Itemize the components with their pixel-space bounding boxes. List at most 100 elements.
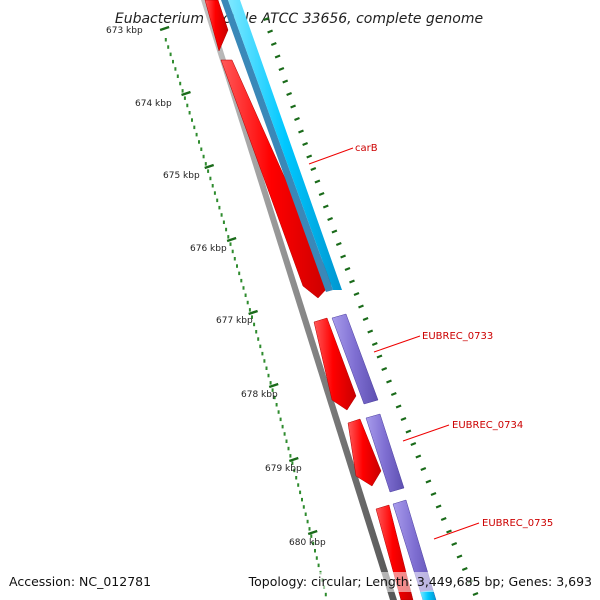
- outer-track-marker: [405, 429, 412, 434]
- ruler-minor-tick: [225, 227, 228, 232]
- gene-labels: carB EUBREC_0733 EUBREC_0734 EUBREC_0735: [355, 143, 553, 529]
- ruler-minor-tick: [271, 388, 274, 392]
- footer-backdrop: [255, 572, 595, 592]
- tick-label-674-kbp: 674 kbp: [135, 99, 172, 109]
- cds-block-eubrec-0733: [331, 313, 379, 405]
- ruler-minor-tick: [218, 205, 221, 210]
- gene-label-eubrec-0735: EUBREC_0735: [482, 518, 553, 529]
- ruler-minor-tick: [299, 490, 302, 495]
- ruler-minor-tick: [200, 147, 203, 151]
- gene-label-leaders: [308, 147, 480, 540]
- leader-line-eubrec-0734: [402, 424, 450, 442]
- outer-track-marker: [282, 79, 289, 84]
- ruler-minor-tick: [265, 366, 268, 370]
- cds-arrow-eubrec-0733-forward: [313, 317, 357, 411]
- outer-track-marker: [362, 316, 369, 322]
- ruler-minor-tick: [291, 461, 294, 465]
- outer-track-marker: [381, 366, 388, 372]
- tick-label-678-kbp: 678 kbp: [241, 390, 278, 400]
- ruler-major-tick: [248, 309, 258, 316]
- gene-label-eubrec-0733: EUBREC_0733: [422, 331, 493, 342]
- ruler-minor-tick: [209, 176, 212, 181]
- outer-track-marker: [386, 379, 392, 384]
- ruler-minor-tick: [275, 403, 278, 407]
- ruler-minor-tick: [285, 439, 288, 443]
- gene-label-carb: carB: [355, 143, 378, 154]
- ruler-minor-tick: [269, 381, 272, 385]
- ruler-minor-tick: [267, 373, 270, 378]
- cds-block-carb-cyan: [228, 0, 342, 290]
- ruler-major-tick: [288, 456, 299, 463]
- ruler-minor-tick: [211, 184, 214, 188]
- ruler-major-tick: [159, 25, 170, 32]
- outer-track-marker: [327, 216, 334, 222]
- outer-track-marker: [390, 391, 397, 397]
- accession-text: Accession: NC_012781: [9, 574, 151, 589]
- ruler-minor-tick: [246, 300, 249, 305]
- outer-track-marker: [420, 466, 427, 472]
- ruler-minor-tick: [301, 497, 303, 502]
- outer-track-marker: [298, 129, 304, 134]
- ruler-minor-tick: [273, 395, 276, 400]
- genome-backbone: [201, 0, 397, 600]
- ruler-minor-tick: [255, 330, 258, 334]
- ruler-minor-tick: [253, 322, 256, 327]
- cds-arrow-carb-tail: [220, 59, 333, 299]
- ruler-minor-tick: [289, 454, 292, 458]
- ruler-major-tick: [181, 90, 191, 97]
- ruler-minor-tick: [317, 563, 320, 568]
- outer-track-marker: [456, 554, 463, 559]
- outer-track-marker: [358, 304, 364, 309]
- tick-label-677-kbp: 677 kbp: [216, 316, 253, 326]
- ruler-minor-tick: [251, 315, 253, 319]
- outer-track-marker: [294, 116, 300, 122]
- leader-line-carb: [308, 147, 354, 165]
- leader-line-eubrec-0733: [373, 335, 421, 353]
- ruler-minor-tick: [169, 52, 172, 57]
- outer-track-marker: [270, 41, 277, 47]
- ruler-minor-tick: [229, 242, 232, 246]
- ruler-minor-tick: [193, 125, 196, 130]
- tick-label-676-kbp: 676 kbp: [190, 244, 227, 254]
- ruler-minor-tick: [261, 351, 264, 356]
- ruler-minor-tick: [283, 432, 286, 436]
- ruler-labels: 673 kbp 674 kbp 675 kbp 676 kbp 677 kbp …: [106, 26, 326, 548]
- outer-track-marker: [440, 516, 447, 522]
- ruler-minor-tick: [257, 337, 260, 341]
- ruler-minor-tick: [186, 103, 189, 108]
- outer-track-marker: [263, 16, 270, 22]
- outer-track-marker: [349, 279, 355, 284]
- cds-ring-forward: [204, 0, 414, 600]
- outer-track-marker: [425, 479, 432, 484]
- ruler-minor-tick: [216, 198, 219, 203]
- outer-track-marker: [472, 591, 479, 597]
- outer-track-marker: [340, 254, 347, 259]
- outer-track-marker: [306, 154, 313, 159]
- ruler-minor-tick: [188, 111, 191, 115]
- outer-track-marker: [314, 179, 321, 184]
- outer-track-marker: [310, 166, 317, 172]
- outer-marker-track: [263, 16, 479, 597]
- outer-track-marker: [302, 141, 309, 147]
- ruler-minor-tick: [306, 519, 309, 524]
- ruler-minor-tick: [176, 74, 179, 78]
- cds-block-bottom-cyan: [420, 590, 436, 600]
- outer-track-marker: [344, 266, 351, 272]
- outer-track-marker: [267, 29, 274, 34]
- ruler-minor-tick: [195, 132, 198, 137]
- tick-label-675-kbp: 675 kbp: [163, 171, 200, 181]
- outer-track-marker: [461, 566, 468, 572]
- cds-ring-translated: [221, 0, 437, 600]
- outer-track-marker: [290, 104, 297, 109]
- ruler-major-tick: [268, 382, 279, 389]
- outer-track-marker: [274, 54, 281, 59]
- ruler-minor-tick: [174, 67, 177, 71]
- outer-track-marker: [410, 441, 417, 447]
- outer-track-marker: [353, 291, 360, 297]
- ruler-minor-tick: [238, 271, 241, 276]
- ruler-minor-tick: [202, 154, 205, 159]
- ruler-minor-tick: [324, 592, 327, 597]
- outer-track-marker: [395, 404, 402, 409]
- cds-arrow-eubrec-0734-forward: [347, 418, 382, 487]
